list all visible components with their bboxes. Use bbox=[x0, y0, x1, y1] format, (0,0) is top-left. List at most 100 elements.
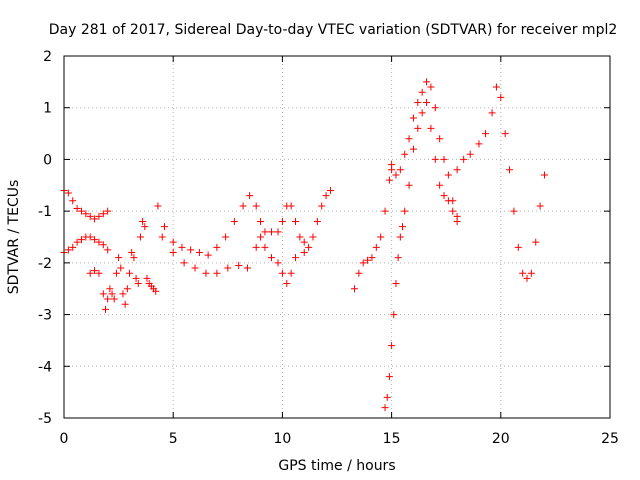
data-point bbox=[396, 166, 404, 174]
data-point bbox=[95, 212, 103, 220]
data-point bbox=[91, 236, 99, 244]
data-point bbox=[128, 249, 136, 257]
y-tick-label: -4 bbox=[38, 359, 52, 375]
data-point bbox=[239, 202, 247, 210]
data-point bbox=[409, 145, 417, 153]
data-point bbox=[252, 202, 260, 210]
data-point bbox=[388, 161, 396, 169]
data-point bbox=[86, 233, 94, 241]
data-point bbox=[431, 155, 439, 163]
data-point bbox=[230, 217, 238, 225]
y-tick-label: 2 bbox=[43, 49, 52, 65]
data-point bbox=[99, 290, 107, 298]
data-point bbox=[158, 233, 166, 241]
data-point bbox=[527, 269, 535, 277]
data-point bbox=[86, 269, 94, 277]
ticks-layer: 0 5 10 15 20 25 -5 -4 -3 -2 -1 0 1 2 bbox=[38, 49, 619, 447]
data-point bbox=[257, 217, 265, 225]
data-point bbox=[414, 99, 422, 107]
y-tick-label: -3 bbox=[38, 308, 52, 324]
data-point bbox=[427, 124, 435, 132]
data-point bbox=[69, 197, 77, 205]
x-tick-label: 5 bbox=[169, 431, 178, 447]
data-point bbox=[195, 249, 203, 257]
data-point bbox=[510, 207, 518, 215]
data-point bbox=[267, 254, 275, 262]
data-point bbox=[501, 130, 509, 138]
data-point bbox=[460, 155, 468, 163]
data-point bbox=[394, 254, 402, 262]
grid-layer bbox=[64, 56, 610, 418]
data-point bbox=[287, 269, 295, 277]
data-point bbox=[115, 254, 123, 262]
data-point bbox=[257, 233, 265, 241]
data-point bbox=[401, 207, 409, 215]
data-point bbox=[91, 267, 99, 275]
data-point bbox=[139, 217, 147, 225]
data-point bbox=[418, 109, 426, 117]
data-point bbox=[381, 207, 389, 215]
data-point bbox=[292, 254, 300, 262]
data-point bbox=[482, 130, 490, 138]
series-8 bbox=[388, 78, 461, 220]
data-point bbox=[292, 217, 300, 225]
data-point bbox=[313, 217, 321, 225]
data-point bbox=[296, 233, 304, 241]
data-point bbox=[243, 264, 251, 272]
data-point bbox=[204, 251, 212, 259]
data-point bbox=[117, 264, 125, 272]
data-point bbox=[101, 305, 109, 313]
data-point bbox=[388, 342, 396, 350]
data-point bbox=[427, 83, 435, 91]
data-point bbox=[64, 189, 72, 197]
data-point bbox=[475, 140, 483, 148]
data-point bbox=[252, 243, 260, 251]
data-point bbox=[300, 249, 308, 257]
data-point bbox=[261, 228, 269, 236]
data-point bbox=[436, 181, 444, 189]
data-point bbox=[178, 243, 186, 251]
data-point bbox=[77, 207, 85, 215]
x-tick-label: 0 bbox=[60, 431, 69, 447]
data-point bbox=[326, 186, 334, 194]
points-layer bbox=[60, 78, 548, 412]
data-point bbox=[436, 135, 444, 143]
data-point bbox=[222, 233, 230, 241]
x-axis-label: GPS time / hours bbox=[278, 458, 395, 474]
x-tick-label: 20 bbox=[492, 431, 510, 447]
data-point bbox=[466, 150, 474, 158]
y-tick-label: -1 bbox=[38, 204, 52, 220]
data-point bbox=[104, 246, 112, 254]
data-point bbox=[453, 166, 461, 174]
data-point bbox=[110, 295, 118, 303]
data-point bbox=[278, 269, 286, 277]
data-point bbox=[73, 238, 81, 246]
data-point bbox=[506, 166, 514, 174]
data-point bbox=[488, 109, 496, 117]
data-point bbox=[86, 212, 94, 220]
data-point bbox=[106, 285, 114, 293]
series-9 bbox=[453, 83, 548, 282]
data-point bbox=[383, 393, 391, 401]
data-point bbox=[123, 285, 131, 293]
data-point bbox=[132, 274, 140, 282]
data-point bbox=[309, 233, 317, 241]
data-point bbox=[322, 192, 330, 200]
data-point bbox=[108, 290, 116, 298]
data-point bbox=[305, 243, 313, 251]
data-point bbox=[440, 192, 448, 200]
data-point bbox=[405, 181, 413, 189]
data-point bbox=[126, 269, 134, 277]
data-point bbox=[99, 210, 107, 218]
data-point bbox=[121, 300, 129, 308]
y-tick-label: 1 bbox=[43, 101, 52, 117]
data-point bbox=[364, 256, 372, 264]
data-point bbox=[261, 243, 269, 251]
x-tick-label: 25 bbox=[601, 431, 619, 447]
data-point bbox=[414, 124, 422, 132]
chart-title: Day 281 of 2017, Sidereal Day-to-day VTE… bbox=[49, 22, 618, 38]
data-point bbox=[169, 238, 177, 246]
data-point bbox=[73, 205, 81, 213]
